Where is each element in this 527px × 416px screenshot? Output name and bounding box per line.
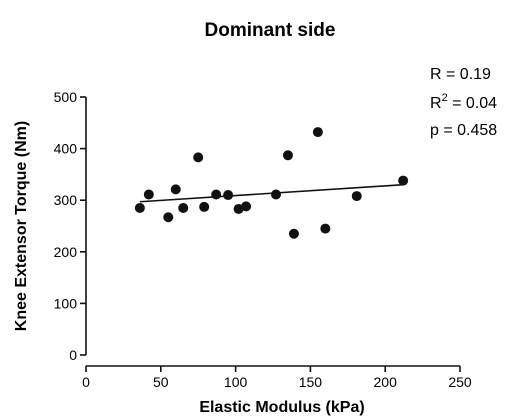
x-tick-label: 200 <box>374 374 398 390</box>
data-point <box>288 228 299 239</box>
stat-r-squared-sup: 2 <box>442 92 448 104</box>
x-tick-label: 0 <box>82 374 90 390</box>
data-point <box>241 201 252 212</box>
data-point <box>351 191 362 202</box>
data-point <box>211 189 222 200</box>
stat-r-squared: R2 = 0.04 <box>430 92 497 112</box>
y-tick-label: 300 <box>54 192 78 208</box>
data-point <box>170 184 181 195</box>
data-point <box>178 202 189 213</box>
data-point <box>163 212 174 223</box>
stat-p: p = 0.458 <box>430 122 497 139</box>
chart-title: Dominant side <box>205 20 336 41</box>
stat-r-squared-value: = 0.04 <box>448 95 497 112</box>
data-point <box>320 223 331 234</box>
y-axis-label: Knee Extensor Torque (Nm) <box>13 121 30 331</box>
y-tick-label: 400 <box>54 141 78 157</box>
axes: 0 100 200 300 400 500 0 50 100 150 200 250 <box>54 89 472 390</box>
y-tick-label: 500 <box>54 89 78 105</box>
data-point <box>270 189 281 200</box>
data-point <box>193 152 204 163</box>
y-tick-label: 200 <box>54 244 78 260</box>
data-point <box>134 202 145 213</box>
data-point <box>143 189 154 200</box>
x-tick-label: 150 <box>299 374 323 390</box>
stat-r: R = 0.19 <box>430 66 491 83</box>
data-point <box>199 201 210 212</box>
y-tick-label: 0 <box>69 347 77 363</box>
x-tick-label: 250 <box>448 374 472 390</box>
data-point <box>223 190 234 201</box>
stat-r-squared-prefix: R <box>430 95 442 112</box>
x-tick-label: 100 <box>224 374 248 390</box>
x-axis-label: Elastic Modulus (kPa) <box>199 399 364 416</box>
y-tick-label: 100 <box>54 295 78 311</box>
data-point <box>282 150 293 161</box>
data-points <box>134 127 409 239</box>
x-tick-label: 50 <box>153 374 169 390</box>
data-point <box>312 127 323 138</box>
data-point <box>398 175 409 186</box>
